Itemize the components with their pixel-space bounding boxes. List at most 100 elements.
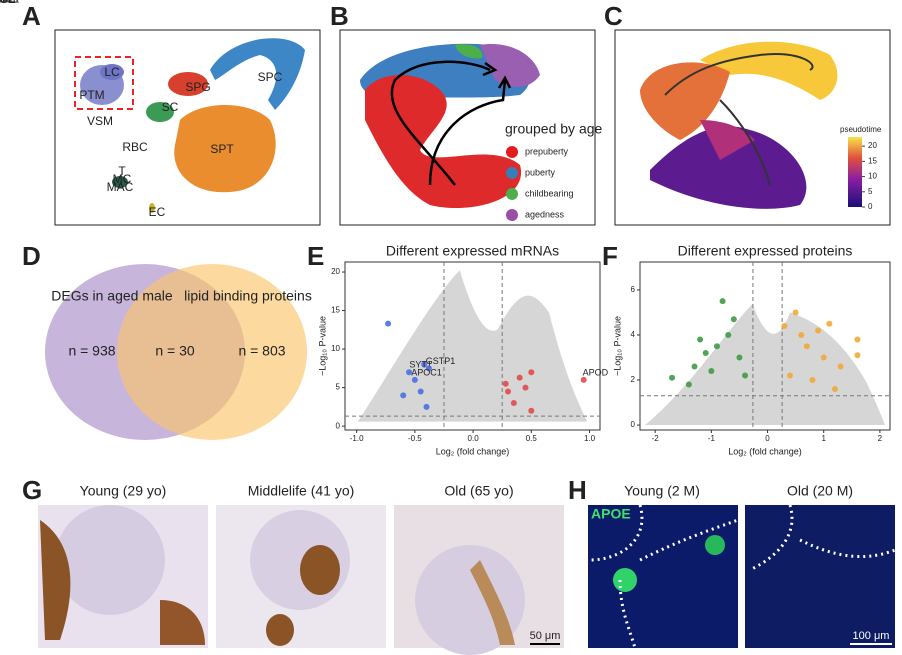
x-tick-label: -2: [652, 434, 660, 443]
y-tick-label: 5: [336, 383, 341, 392]
point: [725, 331, 732, 338]
point: [516, 374, 523, 381]
image-title: Young (29 yo): [80, 483, 167, 499]
point: [522, 384, 529, 391]
panel-letter: D: [22, 241, 41, 271]
point: [669, 374, 676, 381]
point-label: APOE: [0, 0, 16, 6]
colorbar-tick-label: 15: [868, 156, 877, 165]
image-title: Young (2 M): [624, 483, 700, 499]
y-tick-label: 0: [336, 421, 341, 430]
background-cloud: [645, 304, 885, 425]
cluster-label: PTM: [79, 88, 104, 102]
point: [736, 354, 743, 361]
y-tick-label: 4: [631, 330, 636, 339]
point: [385, 320, 392, 327]
point: [580, 376, 587, 383]
panel-letter: F: [602, 241, 618, 271]
point: [854, 352, 861, 359]
point: [417, 388, 424, 395]
panel-letter: E: [307, 241, 324, 271]
point: [719, 298, 726, 305]
colorbar-tick-label: 20: [868, 141, 877, 150]
panel-letter: H: [568, 475, 587, 505]
legend-label: puberty: [525, 167, 556, 177]
point: [792, 309, 799, 316]
venn: [45, 264, 307, 440]
colorbar: [848, 137, 862, 207]
y-tick-label: 0: [631, 420, 636, 429]
point-label: APOD: [583, 367, 609, 377]
x-axis-label: Log₂ (fold change): [436, 446, 510, 456]
panel-letter: C: [604, 1, 623, 31]
legend-swatch: [506, 146, 518, 158]
point: [781, 322, 788, 329]
image-title: Old (20 M): [787, 483, 853, 499]
x-axis-label: Log₂ (fold change): [728, 446, 802, 456]
point: [730, 316, 737, 323]
x-tick-label: 0.0: [468, 434, 480, 443]
legend-label: prepuberty: [525, 146, 569, 156]
legend-label: agedness: [525, 209, 565, 219]
point: [505, 388, 512, 395]
scale-bar-label: 100 μm: [853, 630, 890, 642]
cluster-label: SPT: [210, 142, 234, 156]
cluster-label: MC: [113, 172, 132, 186]
point: [708, 367, 715, 374]
venn-count: n = 938: [68, 343, 115, 359]
chart-title: Different expressed mRNAs: [386, 243, 559, 259]
point: [787, 372, 793, 379]
set-label: DEGs in aged male: [51, 288, 173, 304]
point: [400, 392, 407, 399]
y-axis-label: −Log₁₀ P-value: [317, 316, 327, 376]
image-title: Old (65 yo): [444, 483, 513, 499]
point: [510, 400, 517, 407]
umap-b: [339, 29, 596, 226]
x-tick-label: -1.0: [350, 434, 364, 443]
point: [528, 407, 535, 414]
point: [803, 343, 810, 350]
legend-title: grouped by age: [505, 121, 603, 137]
legend-swatch: [506, 167, 518, 179]
point: [425, 365, 432, 372]
cluster-label: T: [118, 164, 126, 178]
legend-swatch: [506, 209, 518, 221]
y-tick-label: 6: [631, 285, 636, 294]
point: [826, 320, 833, 327]
y-tick-label: 20: [331, 267, 340, 276]
cluster-label: SPG: [185, 80, 210, 94]
point: [406, 369, 413, 376]
panel-letter: G: [22, 475, 42, 505]
point-label: APOE: [0, 0, 16, 6]
cluster-label: EC: [149, 205, 166, 219]
x-tick-label: 0.5: [526, 434, 538, 443]
cluster-label: VSM: [87, 114, 113, 128]
point: [697, 336, 704, 343]
point: [820, 354, 827, 361]
point: [815, 327, 822, 334]
point: [837, 363, 844, 370]
colorbar-title: pseudotime: [840, 125, 882, 134]
point: [423, 403, 430, 410]
micrographs-h: [588, 504, 896, 649]
point: [421, 361, 428, 368]
colorbar-tick-label: 10: [868, 172, 877, 181]
cluster-label: RBC: [122, 140, 148, 154]
point: [809, 377, 816, 384]
background-cloud: [357, 270, 588, 422]
x-tick-label: -0.5: [408, 434, 422, 443]
point: [831, 386, 838, 393]
stain-label: APOE: [591, 506, 631, 522]
umap-a: [54, 29, 321, 226]
point: [691, 363, 698, 370]
point-label: SYT1: [409, 360, 432, 370]
image-title: Middlelife (41 yo): [248, 483, 355, 499]
point: [685, 381, 692, 388]
micrographs-g: [38, 505, 564, 655]
panel-letter: B: [330, 1, 349, 31]
umap-c: [614, 29, 891, 226]
point-label: S100A10: [0, 0, 19, 4]
legend-label: childbearing: [525, 188, 574, 198]
x-tick-label: 2: [878, 434, 883, 443]
legend-swatch: [506, 188, 518, 200]
